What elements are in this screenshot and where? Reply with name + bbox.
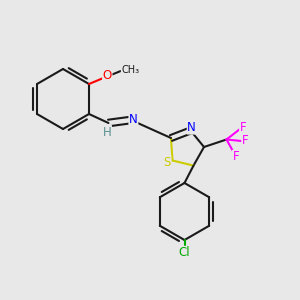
- Text: F: F: [242, 134, 248, 148]
- Text: S: S: [164, 155, 171, 169]
- Text: N: N: [187, 121, 196, 134]
- Text: F: F: [232, 150, 239, 164]
- Text: Cl: Cl: [179, 246, 190, 260]
- Text: N: N: [129, 113, 138, 126]
- Text: F: F: [240, 121, 246, 134]
- Text: O: O: [103, 69, 112, 82]
- Text: CH₃: CH₃: [121, 65, 139, 76]
- Text: H: H: [103, 125, 111, 139]
